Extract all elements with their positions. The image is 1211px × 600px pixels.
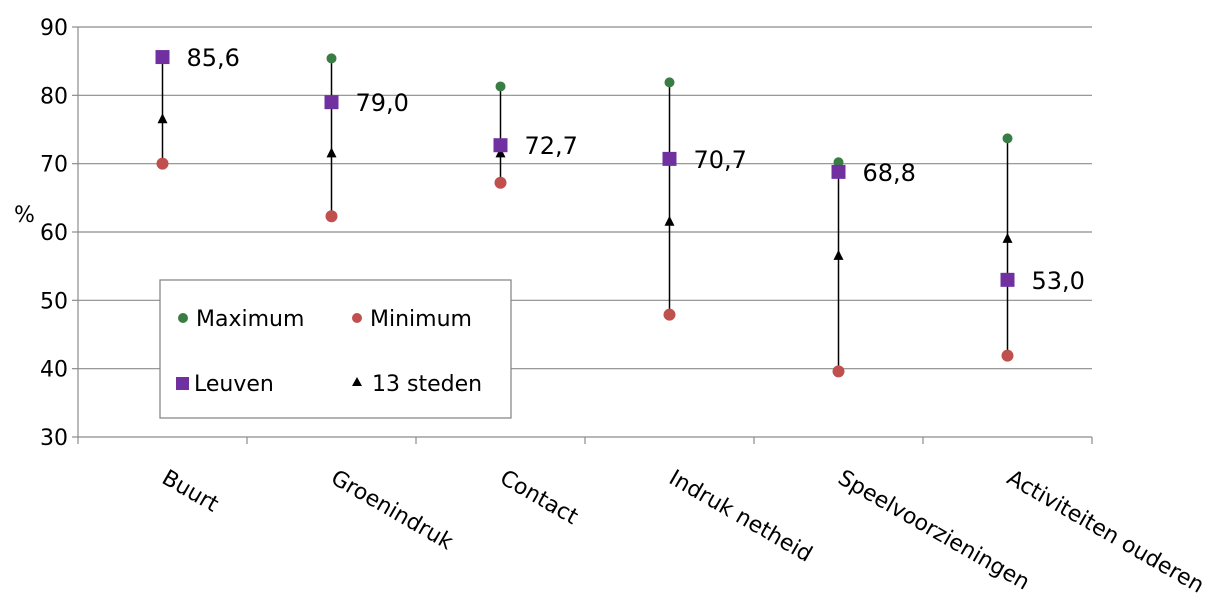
- point-13-steden: [157, 113, 168, 124]
- point-leuven: [1000, 272, 1015, 287]
- y-tick-label: 40: [40, 358, 68, 383]
- point-leuven: [493, 138, 508, 153]
- legend-marker-13-steden: [352, 377, 362, 386]
- data-label-leuven: 85,6: [187, 44, 240, 72]
- legend-label-13-steden: 13 steden: [372, 372, 482, 397]
- point-minimum: [325, 210, 338, 223]
- data-label-leuven: 79,0: [356, 89, 409, 117]
- y-tick-label: 50: [40, 289, 68, 314]
- point-minimum: [663, 308, 676, 321]
- point-maximum: [495, 81, 506, 92]
- y-tick-label: 60: [40, 221, 68, 246]
- y-tick-label: 80: [40, 84, 68, 109]
- point-leuven: [324, 95, 339, 110]
- point-13-steden: [833, 249, 844, 260]
- x-category-labels: Buurt Groenindruk Contact Indruk netheid Spe…: [158, 466, 1209, 599]
- legend-marker-maximum: [178, 313, 188, 323]
- legend-label-leuven: Leuven: [194, 372, 274, 397]
- point-minimum: [156, 157, 169, 170]
- point-leuven: [831, 164, 846, 179]
- point-leuven: [662, 151, 677, 166]
- x-category-label: Contact: [496, 466, 583, 531]
- x-category-label: Groenindruk: [327, 466, 458, 556]
- y-axis-label: %: [14, 203, 35, 228]
- y-tick-label: 90: [40, 16, 68, 41]
- point-minimum: [1001, 349, 1014, 362]
- point-13-steden: [495, 147, 506, 158]
- y-tick-labels: 30 40 50 60 70 80 90: [40, 16, 68, 451]
- axes: [72, 26, 1093, 444]
- legend-box: [159, 279, 512, 419]
- x-category-label: Indruk netheid: [665, 466, 817, 568]
- x-category-label: Activiteiten ouderen: [1003, 466, 1209, 599]
- data-labels: 85,6 79,0 72,7 70,7 68,8 53,0: [187, 44, 1085, 295]
- data-label-leuven: 72,7: [525, 132, 578, 160]
- point-maximum: [664, 77, 675, 88]
- data-label-leuven: 53,0: [1032, 267, 1085, 295]
- legend: Maximum Minimum Leuven 13 steden: [159, 279, 512, 419]
- y-tick-label: 30: [40, 426, 68, 451]
- point-maximum: [1002, 133, 1013, 144]
- legend-marker-minimum: [352, 313, 362, 323]
- point-13-steden: [664, 215, 675, 226]
- legend-label-minimum: Minimum: [370, 307, 472, 332]
- point-maximum: [326, 53, 337, 64]
- range-lines: [161, 57, 1009, 372]
- point-maximum: [833, 157, 844, 168]
- legend-label-maximum: Maximum: [196, 307, 304, 332]
- point-leuven: [155, 50, 170, 65]
- point-minimum: [832, 365, 845, 378]
- data-points: [155, 50, 1015, 378]
- data-label-leuven: 70,7: [694, 146, 747, 174]
- data-label-leuven: 68,8: [863, 159, 916, 187]
- legend-marker-leuven: [176, 377, 189, 390]
- point-minimum: [494, 176, 507, 189]
- point-13-steden: [326, 147, 337, 158]
- point-13-steden: [1002, 232, 1013, 243]
- y-tick-label: 70: [40, 153, 68, 178]
- x-category-label: Buurt: [158, 466, 223, 518]
